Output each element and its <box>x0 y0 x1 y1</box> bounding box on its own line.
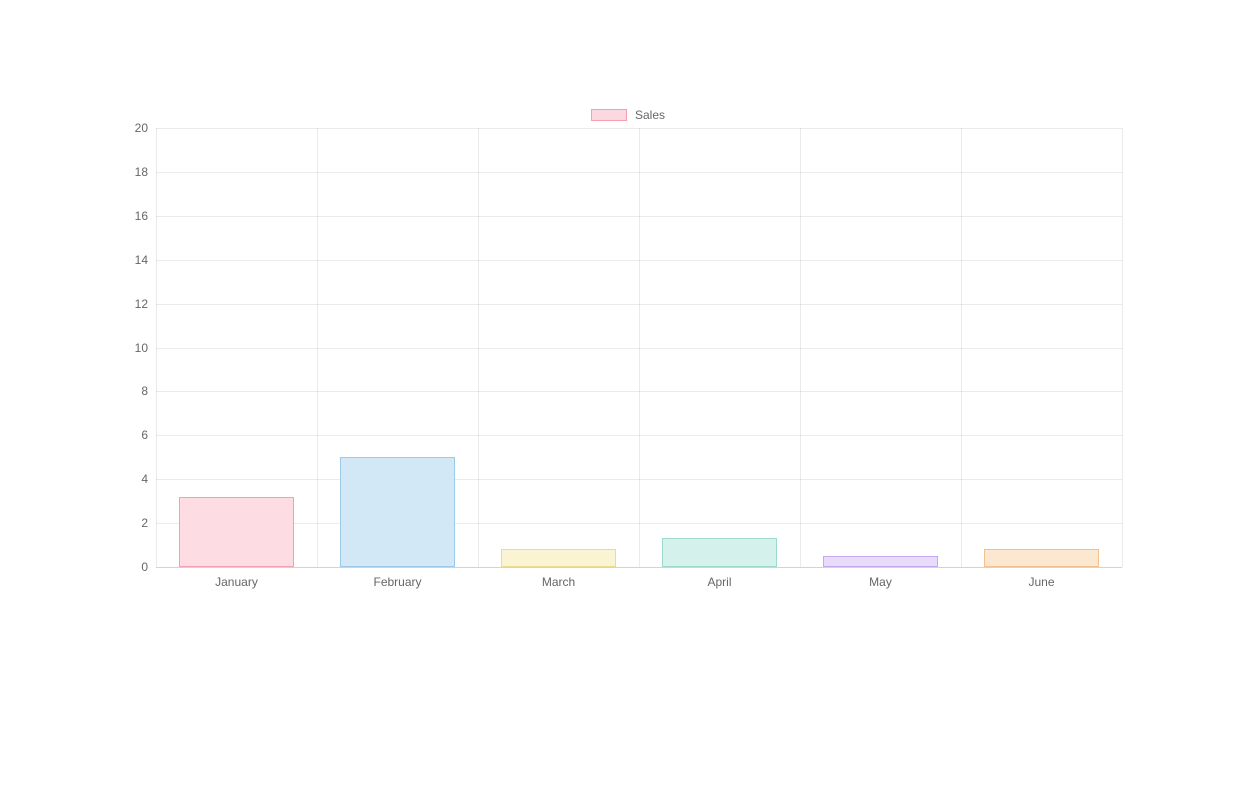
gridline-h <box>156 567 1122 568</box>
gridline-v <box>317 128 318 567</box>
bar <box>179 497 295 567</box>
legend-swatch <box>591 109 627 121</box>
gridline-v <box>961 128 962 567</box>
bar <box>984 549 1100 567</box>
x-axis-label: April <box>707 575 731 589</box>
plot-area: 02468101214161820JanuaryFebruaryMarchApr… <box>156 128 1122 568</box>
y-axis-label: 10 <box>135 341 148 355</box>
y-axis-label: 18 <box>135 165 148 179</box>
bar <box>662 538 778 567</box>
x-axis-label: February <box>373 575 421 589</box>
gridline-v <box>639 128 640 567</box>
y-axis-label: 16 <box>135 209 148 223</box>
y-axis-label: 2 <box>141 516 148 530</box>
x-axis-label: June <box>1028 575 1054 589</box>
y-axis-label: 12 <box>135 297 148 311</box>
sales-bar-chart: Sales 02468101214161820JanuaryFebruaryMa… <box>128 108 1128 598</box>
gridline-v <box>156 128 157 567</box>
y-axis-label: 20 <box>135 121 148 135</box>
y-axis-label: 14 <box>135 253 148 267</box>
gridline-v <box>800 128 801 567</box>
chart-legend: Sales <box>591 108 665 122</box>
x-axis-label: January <box>215 575 258 589</box>
gridline-v <box>1122 128 1123 567</box>
y-axis-label: 0 <box>141 560 148 574</box>
gridline-v <box>478 128 479 567</box>
x-axis-label: March <box>542 575 575 589</box>
bar <box>823 556 939 567</box>
y-axis-label: 8 <box>141 384 148 398</box>
y-axis-label: 4 <box>141 472 148 486</box>
legend-label: Sales <box>635 108 665 122</box>
y-axis-label: 6 <box>141 428 148 442</box>
bar <box>501 549 617 567</box>
bar <box>340 457 456 567</box>
x-axis-label: May <box>869 575 892 589</box>
